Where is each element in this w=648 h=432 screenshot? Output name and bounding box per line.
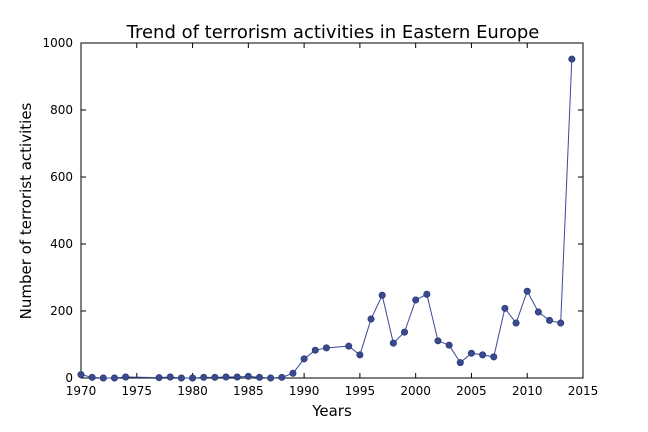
y-tick-label: 800: [50, 103, 73, 117]
data-point: [88, 373, 96, 381]
data-point: [501, 304, 509, 312]
x-axis: 1970 1975 1980 1985 1990 1995 2000 2005 2010 2015: [66, 43, 599, 398]
data-point: [479, 351, 487, 359]
data-point: [177, 374, 185, 382]
data-point: [512, 319, 520, 327]
data-point: [300, 355, 308, 363]
x-tick-label: 2010: [512, 384, 543, 398]
data-point: [244, 372, 252, 380]
x-tick-label: 1970: [66, 384, 97, 398]
data-point: [278, 373, 286, 381]
data-point: [423, 290, 431, 298]
data-point: [490, 353, 498, 361]
y-tick-label: 600: [50, 170, 73, 184]
y-tick-label: 200: [50, 304, 73, 318]
x-tick-label: 1980: [177, 384, 208, 398]
data-point: [233, 373, 241, 381]
data-point: [546, 316, 554, 324]
chart-title: Trend of terrorism activities in Eastern…: [126, 22, 540, 43]
data-point: [467, 349, 475, 357]
x-tick-label: 2000: [400, 384, 431, 398]
data-point: [255, 373, 263, 381]
data-point: [322, 344, 330, 352]
plot-area: 1970 1975 1980 1985 1990 1995 2000 2005 2010 2015…: [42, 36, 598, 398]
data-point: [211, 373, 219, 381]
data-point: [189, 374, 197, 382]
data-point: [557, 319, 565, 327]
x-tick-label: 1975: [122, 384, 153, 398]
data-point: [534, 308, 542, 316]
data-point: [456, 359, 464, 367]
data-point: [345, 342, 353, 350]
data-point: [401, 328, 409, 336]
data-point: [367, 315, 375, 323]
data-point: [445, 341, 453, 349]
data-point: [568, 55, 576, 63]
data-point: [77, 371, 85, 379]
x-tick-label: 2015: [568, 384, 599, 398]
data-point: [267, 374, 275, 382]
data-point: [289, 369, 297, 377]
data-point: [378, 291, 386, 299]
x-tick-label: 1995: [345, 384, 376, 398]
data-point: [122, 373, 130, 381]
data-point: [99, 374, 107, 382]
y-axis: 0 200 400 600 800 1000: [42, 36, 583, 385]
x-axis-label: Years: [311, 402, 352, 420]
x-tick-label: 1990: [289, 384, 320, 398]
plot-frame: [80, 42, 584, 379]
data-point: [110, 374, 118, 382]
data-point: [222, 373, 230, 381]
y-tick-label: 1000: [42, 36, 73, 50]
y-tick-label: 0: [65, 371, 73, 385]
y-axis-label: Number of terrorist activities: [17, 102, 35, 319]
data-point: [523, 287, 531, 295]
data-series: [77, 55, 576, 382]
data-point: [311, 346, 319, 354]
series-line: [80, 59, 573, 379]
x-tick-label: 2005: [456, 384, 487, 398]
data-point: [155, 374, 163, 382]
data-point: [356, 351, 364, 359]
y-tick-label: 400: [50, 237, 73, 251]
data-point: [434, 337, 442, 345]
data-point: [200, 373, 208, 381]
data-point: [166, 373, 174, 381]
data-point: [389, 339, 397, 347]
data-point: [412, 296, 420, 304]
x-tick-label: 1985: [233, 384, 264, 398]
